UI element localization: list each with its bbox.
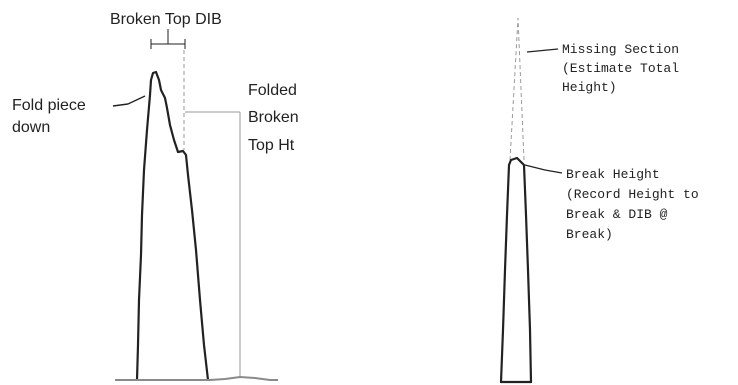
tree-stem-left xyxy=(135,70,210,381)
fold-piece-label: Fold piece down xyxy=(12,97,90,136)
folded-height-guide xyxy=(185,111,241,378)
missing-section-label: Missing Section (Estimate Total Height) xyxy=(562,42,687,95)
break-height-leader xyxy=(524,164,563,174)
folded-broken-top-ht-label: Folded Broken Top Ht xyxy=(248,82,303,154)
left-figure: Broken Top DIB Fold piece down Folded Br… xyxy=(12,11,303,381)
dib-bracket xyxy=(150,29,186,49)
missing-section-leader xyxy=(526,48,559,53)
tree-stem-right xyxy=(499,156,533,384)
fold-leader-line xyxy=(112,95,146,107)
right-figure: Missing Section (Estimate Total Height) … xyxy=(499,17,706,384)
break-height-label: Break Height (Record Height to Break & D… xyxy=(566,167,706,242)
broken-top-dib-label: Broken Top DIB xyxy=(110,11,222,28)
ground-line-left xyxy=(115,375,278,381)
missing-section-outline xyxy=(509,17,525,161)
